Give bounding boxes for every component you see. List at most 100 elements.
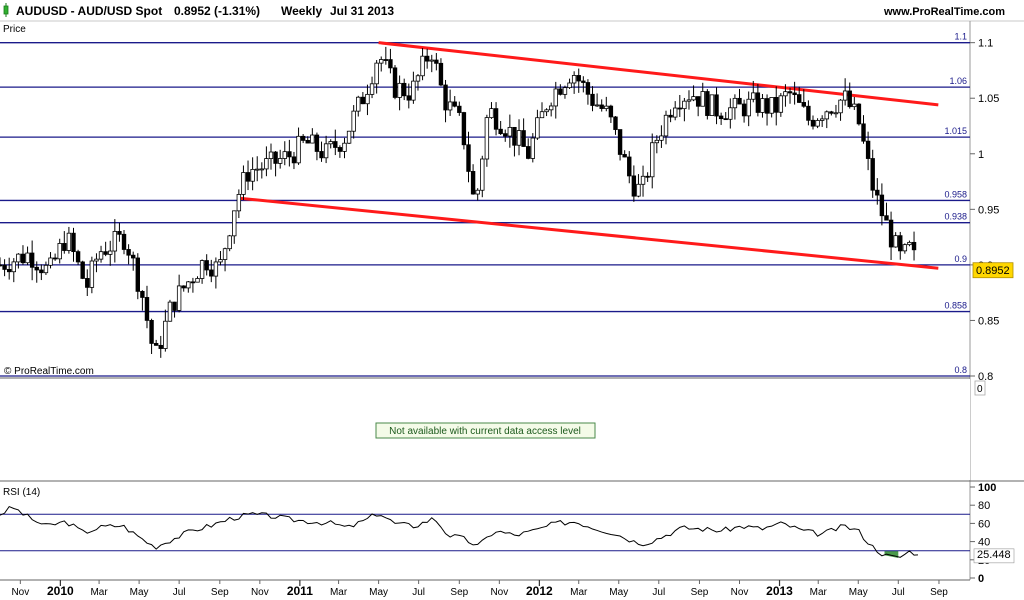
candle-icon: [3, 3, 9, 17]
candle: [190, 277, 196, 293]
candle: [783, 84, 788, 107]
candle: [342, 137, 347, 159]
x-month-label: Jul: [652, 587, 665, 598]
candle: [277, 149, 283, 169]
level-label: 1.1: [954, 32, 967, 42]
price-label: Price: [3, 24, 26, 35]
candle: [778, 93, 784, 117]
candle: [296, 127, 301, 165]
header-bar: [0, 0, 1024, 20]
candle: [475, 188, 480, 201]
period-label: Weekly: [281, 4, 322, 18]
candle: [346, 130, 352, 145]
candle: [25, 246, 30, 266]
candle: [167, 299, 173, 322]
candle: [250, 157, 255, 191]
candle: [627, 151, 632, 184]
candle: [879, 183, 885, 226]
candle: [305, 136, 310, 144]
candle: [126, 244, 131, 265]
candle: [466, 131, 471, 183]
candle: [480, 155, 485, 198]
candle: [751, 80, 756, 103]
candle: [512, 126, 517, 157]
candle: [310, 128, 315, 144]
candle: [199, 259, 205, 284]
candle: [245, 160, 251, 191]
rsi-tick-label: 80: [978, 500, 990, 512]
candle: [801, 89, 807, 108]
rsi-tick-label: 100: [978, 482, 996, 494]
candle: [411, 71, 416, 104]
candle: [829, 110, 834, 116]
candle: [636, 174, 641, 198]
candle: [98, 245, 104, 263]
candle: [599, 99, 604, 112]
candle: [424, 48, 430, 69]
rsi-label: RSI (14): [3, 487, 40, 498]
y-tick-label: 1.05: [978, 93, 999, 105]
candle: [379, 56, 384, 72]
candle: [769, 97, 774, 118]
x-month-label: May: [369, 587, 388, 598]
candle: [604, 96, 609, 112]
candle: [489, 102, 494, 119]
candle: [861, 115, 866, 144]
rsi-axis: 100806040200: [970, 482, 996, 585]
current-price-tag: 0.8952: [972, 262, 1014, 279]
indicator-scale-value: 0: [977, 384, 983, 395]
x-month-label: Sep: [211, 587, 229, 598]
candle: [131, 251, 136, 271]
candle: [186, 280, 191, 293]
candle: [20, 245, 26, 265]
x-year-label: 2012: [526, 584, 553, 598]
candle: [672, 101, 678, 121]
candle: [135, 253, 140, 300]
rsi-tick-label: 40: [978, 537, 990, 549]
candle: [48, 252, 53, 269]
candle: [585, 79, 591, 105]
trendline: [239, 196, 939, 270]
x-year-label: 2010: [47, 584, 74, 598]
x-month-label: Sep: [450, 587, 468, 598]
x-month-label: Nov: [251, 587, 269, 598]
candle: [66, 226, 72, 254]
candle: [567, 78, 572, 89]
candle: [57, 238, 62, 264]
candle: [562, 85, 568, 99]
candle: [741, 99, 747, 123]
candle: [314, 132, 320, 161]
candle: [351, 105, 356, 139]
candle: [842, 78, 848, 106]
candle: [94, 253, 99, 273]
candle: [149, 318, 154, 354]
candle: [507, 114, 513, 148]
candle: [622, 150, 627, 158]
candle: [2, 259, 7, 277]
candle: [764, 94, 770, 126]
level-label: 0.858: [944, 301, 967, 311]
candle: [163, 309, 168, 352]
x-month-label: Mar: [810, 587, 828, 598]
candle: [686, 90, 692, 110]
candle: [181, 285, 186, 292]
candle: [108, 240, 113, 266]
candle: [406, 83, 411, 109]
candle: [824, 110, 829, 129]
candle: [282, 141, 287, 166]
x-month-label: Nov: [11, 587, 29, 598]
site-label: www.ProRealTime.com: [883, 6, 1005, 18]
candle: [273, 151, 278, 177]
candle: [218, 251, 223, 266]
candle: [613, 116, 618, 135]
candle: [443, 79, 448, 123]
candle: [668, 109, 673, 123]
x-month-label: Jul: [412, 587, 425, 598]
candle: [760, 94, 765, 118]
candle: [884, 202, 889, 221]
x-year-label: 2011: [287, 584, 313, 598]
candle: [204, 254, 209, 276]
x-month-label: Sep: [691, 587, 709, 598]
candle: [172, 301, 177, 318]
